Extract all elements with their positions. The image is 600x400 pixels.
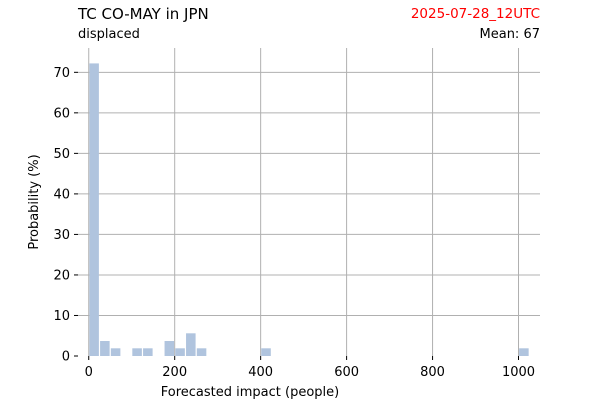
y-tick-label: 30 — [53, 228, 70, 243]
ticks-layer: 0 10 20 30 40 50 60 70 0 200 400 600 800 1000 — [53, 66, 535, 380]
y-tick-label: 20 — [53, 268, 70, 283]
histogram-bar — [519, 348, 529, 356]
date-label: 2025-07-28_12UTC — [410, 6, 540, 22]
histogram-bar — [164, 341, 175, 356]
histogram-bar — [132, 348, 142, 356]
mean-label: Mean: 67 — [479, 27, 540, 42]
x-axis-label: Forecasted impact (people) — [161, 385, 339, 400]
y-tick-label: 0 — [62, 350, 70, 365]
histogram-bar — [196, 348, 207, 356]
y-tick-label: 60 — [53, 106, 70, 121]
y-tick-label: 50 — [53, 147, 70, 162]
y-tick-label: 70 — [53, 66, 70, 81]
histogram-bar — [175, 348, 185, 356]
chart-title: TC CO-MAY in JPN — [78, 5, 209, 23]
x-tick-label: 1000 — [502, 365, 535, 380]
chart-subtitle: displaced — [78, 27, 140, 42]
grid-layer — [78, 48, 540, 356]
y-axis-label: Probability (%) — [27, 154, 42, 249]
histogram-bar — [261, 348, 271, 356]
histogram-bar — [89, 63, 99, 357]
histogram-bar — [110, 348, 121, 356]
histogram-bar — [100, 341, 110, 356]
x-tick-label: 600 — [334, 365, 359, 380]
x-tick-label: 0 — [85, 365, 93, 380]
y-tick-label: 40 — [53, 187, 70, 202]
bars-layer — [89, 63, 529, 357]
histogram-bar — [186, 333, 196, 356]
x-tick-label: 200 — [162, 365, 187, 380]
x-tick-label: 400 — [248, 365, 273, 380]
y-tick-label: 10 — [53, 309, 70, 324]
x-tick-label: 800 — [420, 365, 445, 380]
histogram-bar — [143, 348, 153, 356]
